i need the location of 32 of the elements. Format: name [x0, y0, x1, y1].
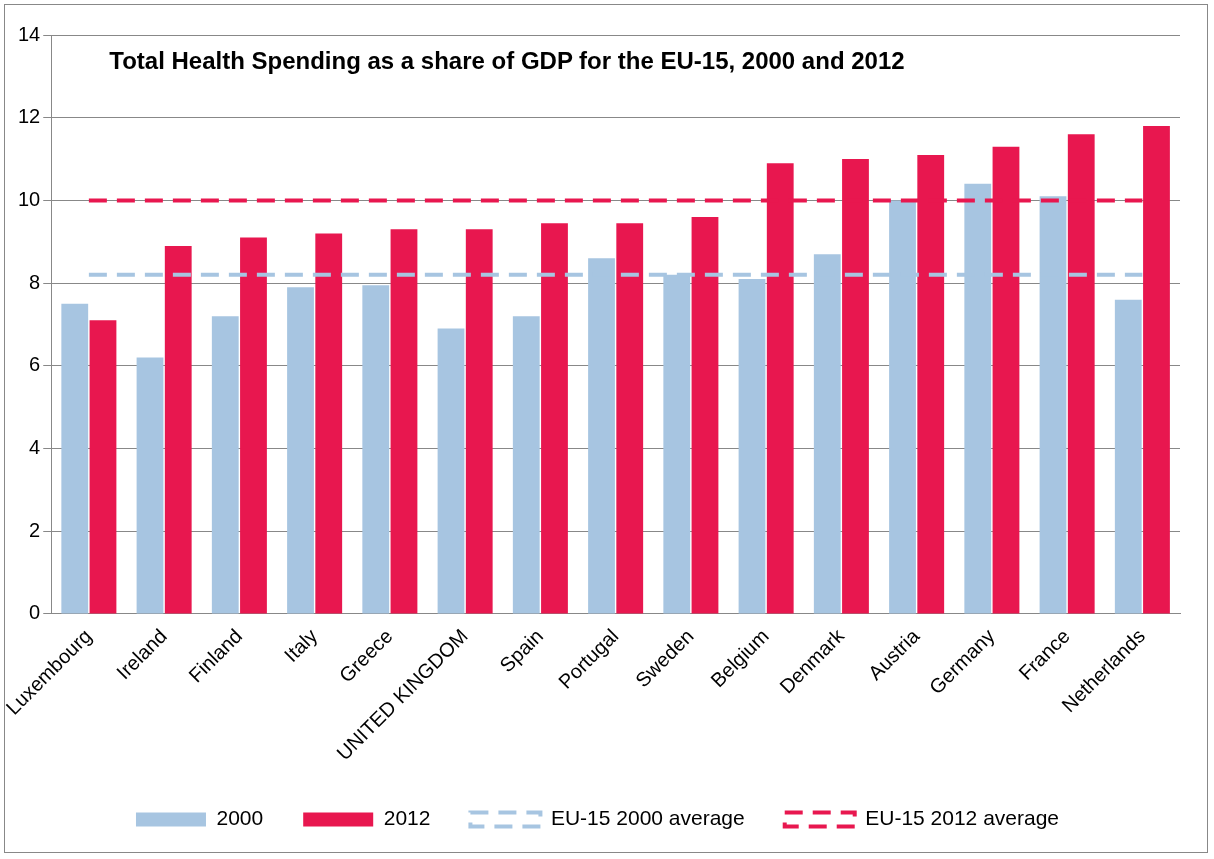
x-tick-label: Italy — [279, 624, 322, 667]
y-tick-label: 2 — [29, 518, 41, 541]
bar — [512, 316, 540, 614]
bar — [315, 233, 343, 614]
bar — [465, 229, 493, 614]
legend-label: EU-15 2012 average — [865, 806, 1060, 830]
bar — [240, 237, 267, 614]
bar — [287, 287, 314, 614]
bar — [164, 245, 192, 614]
bar — [61, 303, 89, 614]
bar — [89, 320, 117, 614]
bar — [136, 357, 164, 614]
bar — [390, 229, 418, 614]
bar — [437, 328, 465, 614]
bar — [616, 223, 644, 614]
legend-label: 2000 — [216, 806, 264, 830]
legend-label: EU-15 2000 average — [550, 806, 745, 830]
legend-label: 2012 — [383, 806, 431, 830]
y-tick-label: 8 — [29, 270, 41, 293]
bar — [541, 223, 568, 614]
bar — [691, 216, 719, 614]
y-tick-label: 14 — [18, 22, 41, 45]
y-tick-label: 0 — [29, 601, 41, 624]
y-tick-label: 10 — [18, 187, 41, 210]
bar — [362, 285, 390, 614]
y-tick-label: 4 — [29, 436, 41, 459]
y-tick-label: 6 — [29, 353, 41, 376]
bar — [1114, 299, 1142, 614]
bar — [211, 316, 239, 614]
bar — [738, 278, 766, 614]
y-tick-label: 12 — [18, 105, 41, 128]
text: Total Health Spending as a share of GDP for the EU-15, 2000 and 2012 — [109, 46, 905, 74]
